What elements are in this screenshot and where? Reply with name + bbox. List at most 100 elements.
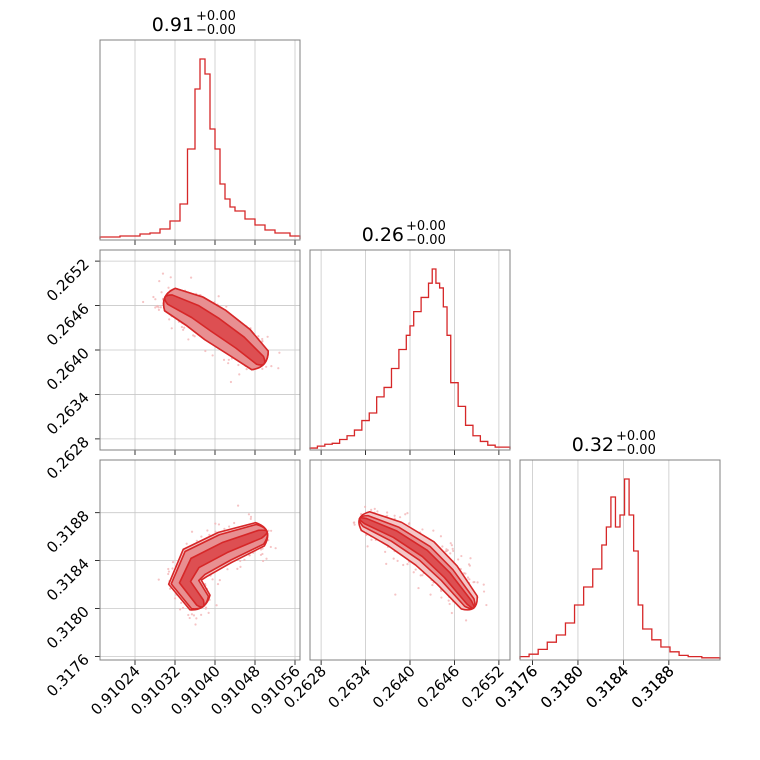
scatter-point [384,550,387,553]
panel-frame [519,459,721,661]
scatter-point [393,514,396,517]
scatter-point [408,522,411,525]
scatter-point [404,513,407,516]
scatter-point [261,337,264,341]
scatter-point [476,581,479,584]
scatter-point [485,603,488,607]
scatter-point [451,547,454,550]
scatter-point [466,576,470,579]
scatter-point [245,368,248,371]
x-tick-label: 0.2646 [413,662,463,712]
panel-title: 0.26 [362,224,404,246]
scatter-point [243,558,246,561]
scatter-point [185,542,188,545]
contour-level [178,529,268,608]
scatter-point [414,568,417,571]
scatter-point [468,578,471,581]
scatter-point [180,601,183,605]
y-tick-label: 0.2628 [43,433,93,483]
scatter-point [157,306,160,309]
scatter-point [214,530,217,533]
scatter-point [249,517,252,521]
scatter-point [187,613,190,617]
scatter-point [228,525,231,528]
scatter-point [171,561,175,564]
scatter-point [412,571,415,574]
scatter-point [211,354,214,357]
scatter-point [222,358,226,361]
scatter-point [223,527,226,531]
scatter-point [364,533,368,537]
scatter-point [421,528,424,531]
scatter-point [236,504,240,507]
scatter-point [373,507,376,510]
scatter-point [216,582,220,586]
scatter-point [159,306,162,309]
scatter-point [469,557,472,560]
scatter-point [421,574,424,577]
scatter-point [157,308,161,311]
scatter-point [386,514,389,518]
panel-title: 0.91 [152,14,194,36]
scatter-point [195,539,198,542]
panel-frame [309,459,511,661]
scatter-point [359,512,363,516]
panel-frame [99,249,301,451]
scatter-point [463,572,466,575]
scatter-point [211,578,214,581]
scatter-point [225,305,228,308]
scatter-point [431,583,434,587]
y-tick-label: 0.3184 [43,555,93,605]
title-lower-error: −0.00 [616,443,656,458]
scatter-point [257,335,260,338]
scatter-point [259,548,263,551]
scatter-point [161,272,165,275]
scatter-point [468,564,471,567]
scatter-point [440,589,443,593]
histogram-step-line [99,58,301,239]
panel-title: 0.32 [572,434,614,456]
scatter-point [181,606,185,610]
scatter-point [233,521,236,525]
scatter-point [189,276,193,279]
scatter-point [274,547,277,550]
scatter-point [265,557,268,560]
scatter-point [192,614,196,617]
title-upper-error: +0.00 [616,429,656,444]
scatter-point [353,523,356,526]
contour-panel: 0.910240.910320.910400.910480.910560.317… [43,459,304,719]
scatter-point [237,363,240,367]
title-upper-error: +0.00 [196,9,236,24]
scatter-point [396,559,399,562]
y-tick-label: 0.2634 [43,389,93,439]
scatter-point [406,511,409,515]
scatter-point [269,545,272,549]
scatter-point [215,604,218,607]
y-tick-label: 0.3188 [43,507,93,557]
scatter-point [152,295,155,299]
scatter-point [194,623,197,626]
scatter-point [248,554,251,557]
scatter-point [417,586,420,590]
scatter-point [261,559,265,563]
scatter-point [406,563,409,566]
y-tick-label: 0.3176 [43,651,93,701]
scatter-point [270,529,273,532]
scatter-point [142,300,145,304]
scatter-point [207,611,210,614]
scatter-point [394,593,397,596]
scatter-point [432,529,435,532]
scatter-point [249,515,253,519]
scatter-point [449,552,452,555]
scatter-point [482,583,485,586]
scatter-point [457,558,460,561]
scatter-point [155,305,158,308]
scatter-point [460,554,463,558]
histogram-step-line [519,478,721,659]
scatter-point [179,608,182,611]
scatter-point [265,365,268,368]
scatter-point [370,538,373,541]
